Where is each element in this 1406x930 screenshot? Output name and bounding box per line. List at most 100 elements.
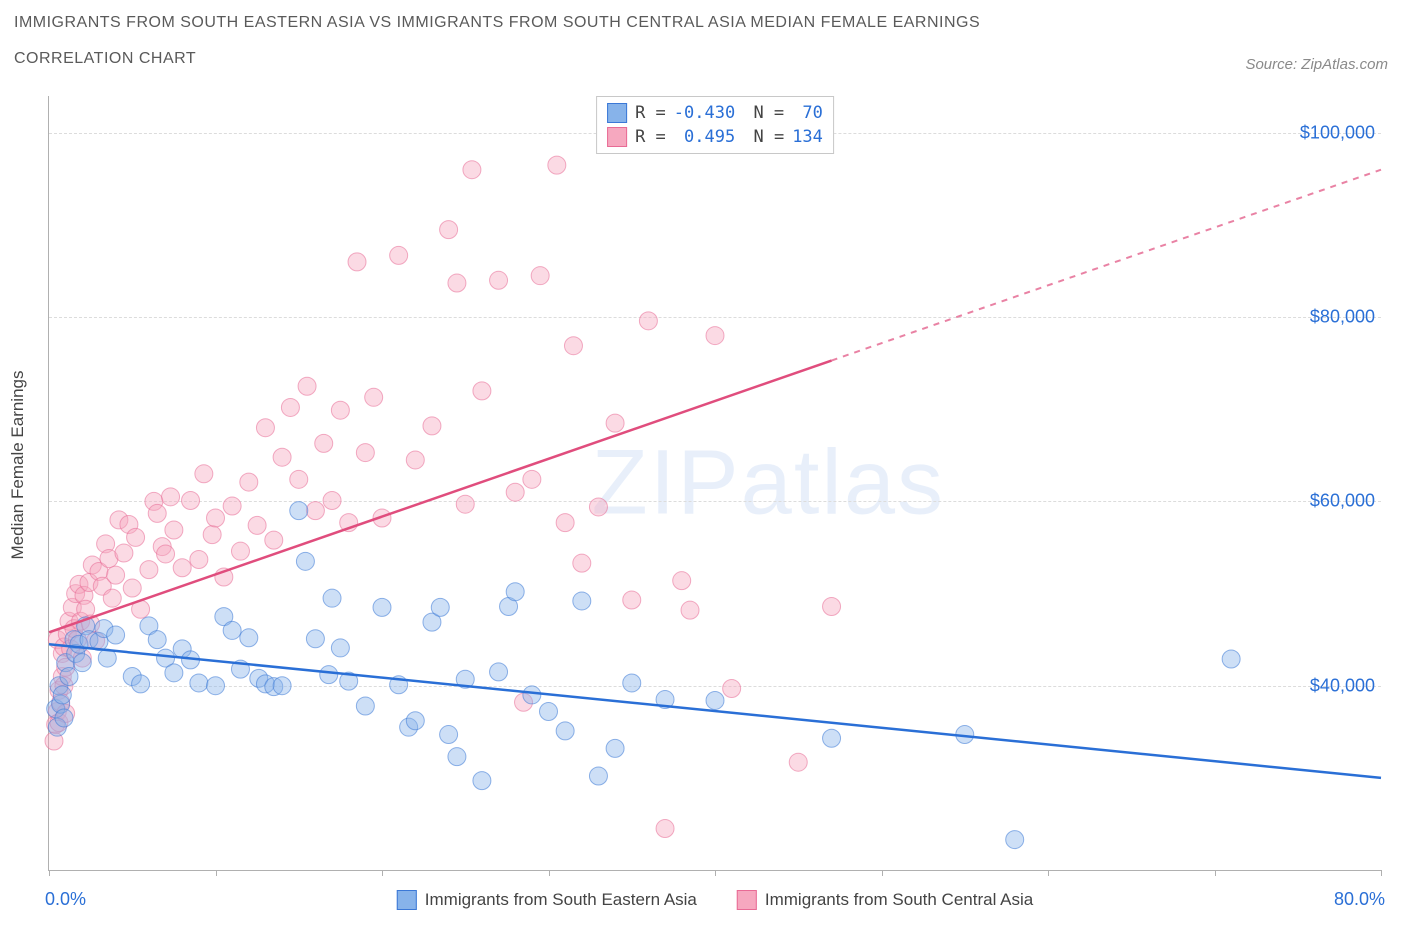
legend-label-blue: Immigrants from South Eastern Asia [425, 890, 697, 910]
pink-point [157, 545, 175, 563]
legend-n-blue: 70 [792, 101, 823, 125]
xtick [216, 870, 217, 876]
legend-r-label: R = [635, 101, 666, 125]
pink-point [348, 253, 366, 271]
blue-point [623, 674, 641, 692]
blue-point [223, 621, 241, 639]
xtick [882, 870, 883, 876]
legend-n-label: N = [743, 125, 784, 149]
scatter-plot-svg [49, 96, 1381, 870]
blue-point [573, 592, 591, 610]
pink-point [639, 312, 657, 330]
blue-point [240, 629, 258, 647]
pink-point [107, 566, 125, 584]
blue-trendline [49, 644, 1381, 778]
blue-point [296, 552, 314, 570]
legend-label-pink: Immigrants from South Central Asia [765, 890, 1033, 910]
blue-point [606, 739, 624, 757]
pink-point [190, 550, 208, 568]
blue-point [706, 691, 724, 709]
xtick [382, 870, 383, 876]
blue-point [523, 686, 541, 704]
blue-point [406, 712, 424, 730]
blue-point [53, 686, 71, 704]
pink-point [127, 528, 145, 546]
chart-title-block: IMMIGRANTS FROM SOUTH EASTERN ASIA VS IM… [14, 14, 980, 68]
blue-point [440, 726, 458, 744]
blue-point [356, 697, 374, 715]
pink-point [195, 465, 213, 483]
blue-point [1222, 650, 1240, 668]
pink-point [148, 504, 166, 522]
blue-point [73, 654, 91, 672]
pink-point [256, 419, 274, 437]
legend-item-blue: Immigrants from South Eastern Asia [397, 890, 697, 910]
pink-point [456, 495, 474, 513]
pink-point [140, 561, 158, 579]
pink-point [823, 597, 841, 615]
pink-point [207, 509, 225, 527]
pink-point [440, 221, 458, 239]
blue-point [540, 703, 558, 721]
blue-point [506, 583, 524, 601]
pink-point [298, 377, 316, 395]
pink-point [490, 271, 508, 289]
blue-point [373, 598, 391, 616]
series-legend: Immigrants from South Eastern Asia Immig… [397, 890, 1033, 910]
pink-point [656, 820, 674, 838]
xaxis-min-label: 0.0% [45, 889, 86, 910]
legend-row-pink: R = 0.495 N = 134 [607, 125, 823, 149]
blue-point [589, 767, 607, 785]
legend-swatch-blue [607, 103, 627, 123]
xtick [1381, 870, 1382, 876]
pink-point [173, 559, 191, 577]
pink-point [248, 516, 266, 534]
pink-point [506, 483, 524, 501]
xtick [715, 870, 716, 876]
source-attribution: Source: ZipAtlas.com [1245, 56, 1388, 73]
correlation-legend: R = -0.430 N = 70 R = 0.495 N = 134 [596, 96, 834, 154]
pink-point [448, 274, 466, 292]
chart-plot-area: ZIPatlas $40,000$60,000$80,000$100,000 R… [48, 96, 1381, 871]
pink-point [231, 542, 249, 560]
pink-point [623, 591, 641, 609]
blue-point [323, 589, 341, 607]
blue-point [165, 664, 183, 682]
pink-point [223, 497, 241, 515]
pink-point [281, 398, 299, 416]
blue-point [107, 626, 125, 644]
blue-point [207, 677, 225, 695]
blue-point [60, 668, 78, 686]
legend-r-blue: -0.430 [674, 101, 735, 125]
legend-swatch-pink [607, 127, 627, 147]
pink-point [290, 470, 308, 488]
pink-point [103, 589, 121, 607]
pink-point [240, 473, 258, 491]
pink-point [203, 526, 221, 544]
legend-item-pink: Immigrants from South Central Asia [737, 890, 1033, 910]
pink-point [564, 337, 582, 355]
pink-point [306, 502, 324, 520]
blue-point [190, 674, 208, 692]
pink-point [165, 521, 183, 539]
legend-swatch-blue [397, 890, 417, 910]
xtick [1215, 870, 1216, 876]
pink-point [606, 414, 624, 432]
legend-swatch-pink [737, 890, 757, 910]
pink-point [706, 327, 724, 345]
pink-point [265, 531, 283, 549]
legend-n-label: N = [743, 101, 784, 125]
pink-point [681, 601, 699, 619]
blue-point [823, 729, 841, 747]
legend-row-blue: R = -0.430 N = 70 [607, 101, 823, 125]
pink-point [390, 246, 408, 264]
pink-point [162, 488, 180, 506]
pink-point [423, 417, 441, 435]
pink-point [365, 388, 383, 406]
pink-point [182, 492, 200, 510]
pink-point [463, 161, 481, 179]
blue-point [1006, 831, 1024, 849]
xtick [1048, 870, 1049, 876]
legend-r-label: R = [635, 125, 666, 149]
yaxis-title: Median Female Earnings [8, 371, 28, 560]
